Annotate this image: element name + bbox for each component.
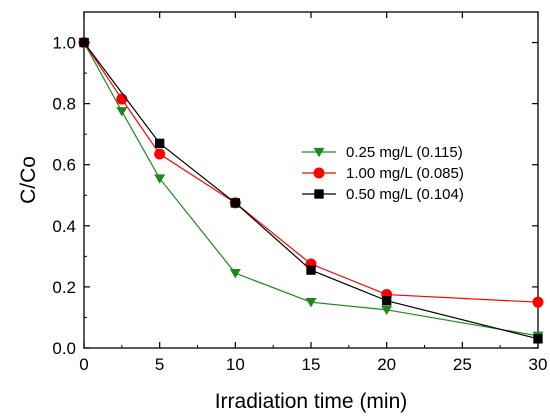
y-tick-label-5: 1.0: [52, 34, 76, 53]
series-group: [78, 37, 544, 344]
x-tick-label-6: 30: [529, 355, 548, 374]
series-2-point-5: [533, 334, 543, 344]
series-0-point-3: [229, 269, 241, 279]
x-axis-label: Irradiation time (min): [215, 390, 408, 413]
series-0-point-5: [381, 305, 393, 316]
series-0-point-4: [305, 298, 317, 308]
series-0-point-2: [154, 174, 166, 184]
y-tick-label-0: 0.0: [52, 339, 76, 358]
series-2-point-3: [306, 265, 316, 275]
legend: 0.25 mg/L (0.115) 1.00 mg/L (0.085) 0.50 m…: [302, 144, 464, 203]
series-2-point-4: [381, 295, 392, 306]
x-tick-label-4: 20: [377, 355, 396, 374]
y-tick-label-4: 0.8: [52, 95, 76, 114]
legend-marker-1: [313, 167, 325, 179]
plot-frame: [83, 11, 539, 349]
x-tick-label-0: 0: [79, 355, 88, 374]
legend-label-2: 0.50 mg/L (0.104): [346, 186, 464, 203]
y-tick-label-1: 0.2: [52, 278, 76, 297]
legend-label-0: 0.25 mg/L (0.115): [346, 144, 463, 161]
legend-marker-2: [314, 189, 324, 199]
series-2-point-0: [79, 37, 89, 48]
legend-marker-0: [313, 147, 325, 158]
axes: 0 5 10 15 20 25 30 0.0 0.2 0.4 0.6 0.8 1.0: [52, 11, 548, 374]
series-1-point-2: [154, 148, 166, 160]
series-2: [79, 37, 543, 344]
y-tick-label-2: 0.4: [52, 217, 76, 236]
x-tick-label-3: 15: [302, 355, 321, 374]
y-axis-label: C/Co: [17, 156, 40, 204]
x-tick-label-1: 5: [155, 355, 164, 374]
series-0: [78, 38, 544, 342]
series-0-point-1: [116, 107, 128, 117]
series-2-point-1: [154, 138, 165, 149]
series-1-point-6: [532, 296, 544, 308]
series-2-line: [83, 42, 539, 340]
x-tick-label-5: 25: [453, 355, 472, 374]
x-tick-label-2: 10: [226, 355, 245, 374]
series-2-point-2: [230, 198, 241, 208]
legend-label-1: 1.00 mg/L (0.085): [346, 165, 464, 182]
series-0-line: [83, 42, 539, 337]
y-tick-label-3: 0.6: [52, 156, 76, 175]
